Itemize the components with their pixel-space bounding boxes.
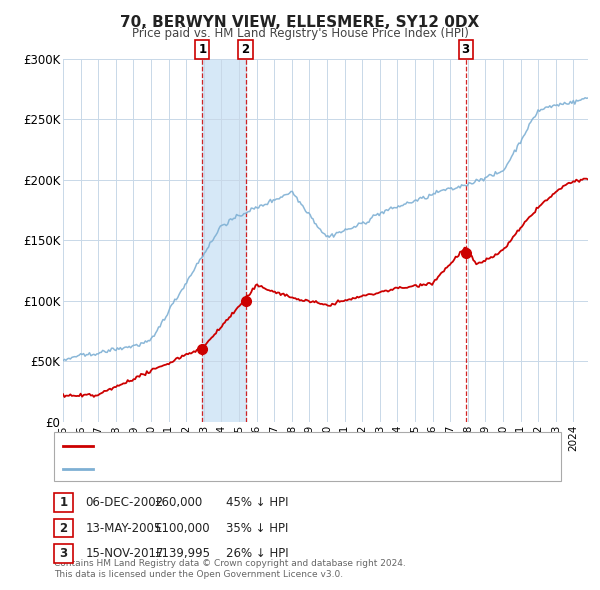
Text: 45% ↓ HPI: 45% ↓ HPI	[226, 496, 289, 509]
Text: 1: 1	[59, 496, 68, 509]
Text: 70, BERWYN VIEW, ELLESMERE, SY12 0DX: 70, BERWYN VIEW, ELLESMERE, SY12 0DX	[121, 15, 479, 30]
Text: 15-NOV-2017: 15-NOV-2017	[85, 547, 164, 560]
Bar	[202, 59, 245, 422]
Text: 3: 3	[461, 43, 470, 56]
Text: HPI: Average price, semi-detached house, Shropshire: HPI: Average price, semi-detached house,…	[99, 464, 390, 474]
Text: 26% ↓ HPI: 26% ↓ HPI	[226, 547, 289, 560]
Text: £139,995: £139,995	[154, 547, 210, 560]
Text: 2: 2	[241, 43, 250, 56]
Text: 70, BERWYN VIEW, ELLESMERE, SY12 0DX (semi-detached house): 70, BERWYN VIEW, ELLESMERE, SY12 0DX (se…	[99, 441, 460, 451]
Text: 2: 2	[59, 522, 68, 535]
Text: 13-MAY-2005: 13-MAY-2005	[85, 522, 161, 535]
Text: £60,000: £60,000	[154, 496, 202, 509]
Text: 3: 3	[59, 547, 68, 560]
Text: 06-DEC-2002: 06-DEC-2002	[85, 496, 163, 509]
Text: Contains HM Land Registry data © Crown copyright and database right 2024.
This d: Contains HM Land Registry data © Crown c…	[54, 559, 406, 579]
Text: £100,000: £100,000	[154, 522, 210, 535]
Text: Price paid vs. HM Land Registry's House Price Index (HPI): Price paid vs. HM Land Registry's House …	[131, 27, 469, 40]
Text: 35% ↓ HPI: 35% ↓ HPI	[226, 522, 289, 535]
Text: 1: 1	[199, 43, 206, 56]
